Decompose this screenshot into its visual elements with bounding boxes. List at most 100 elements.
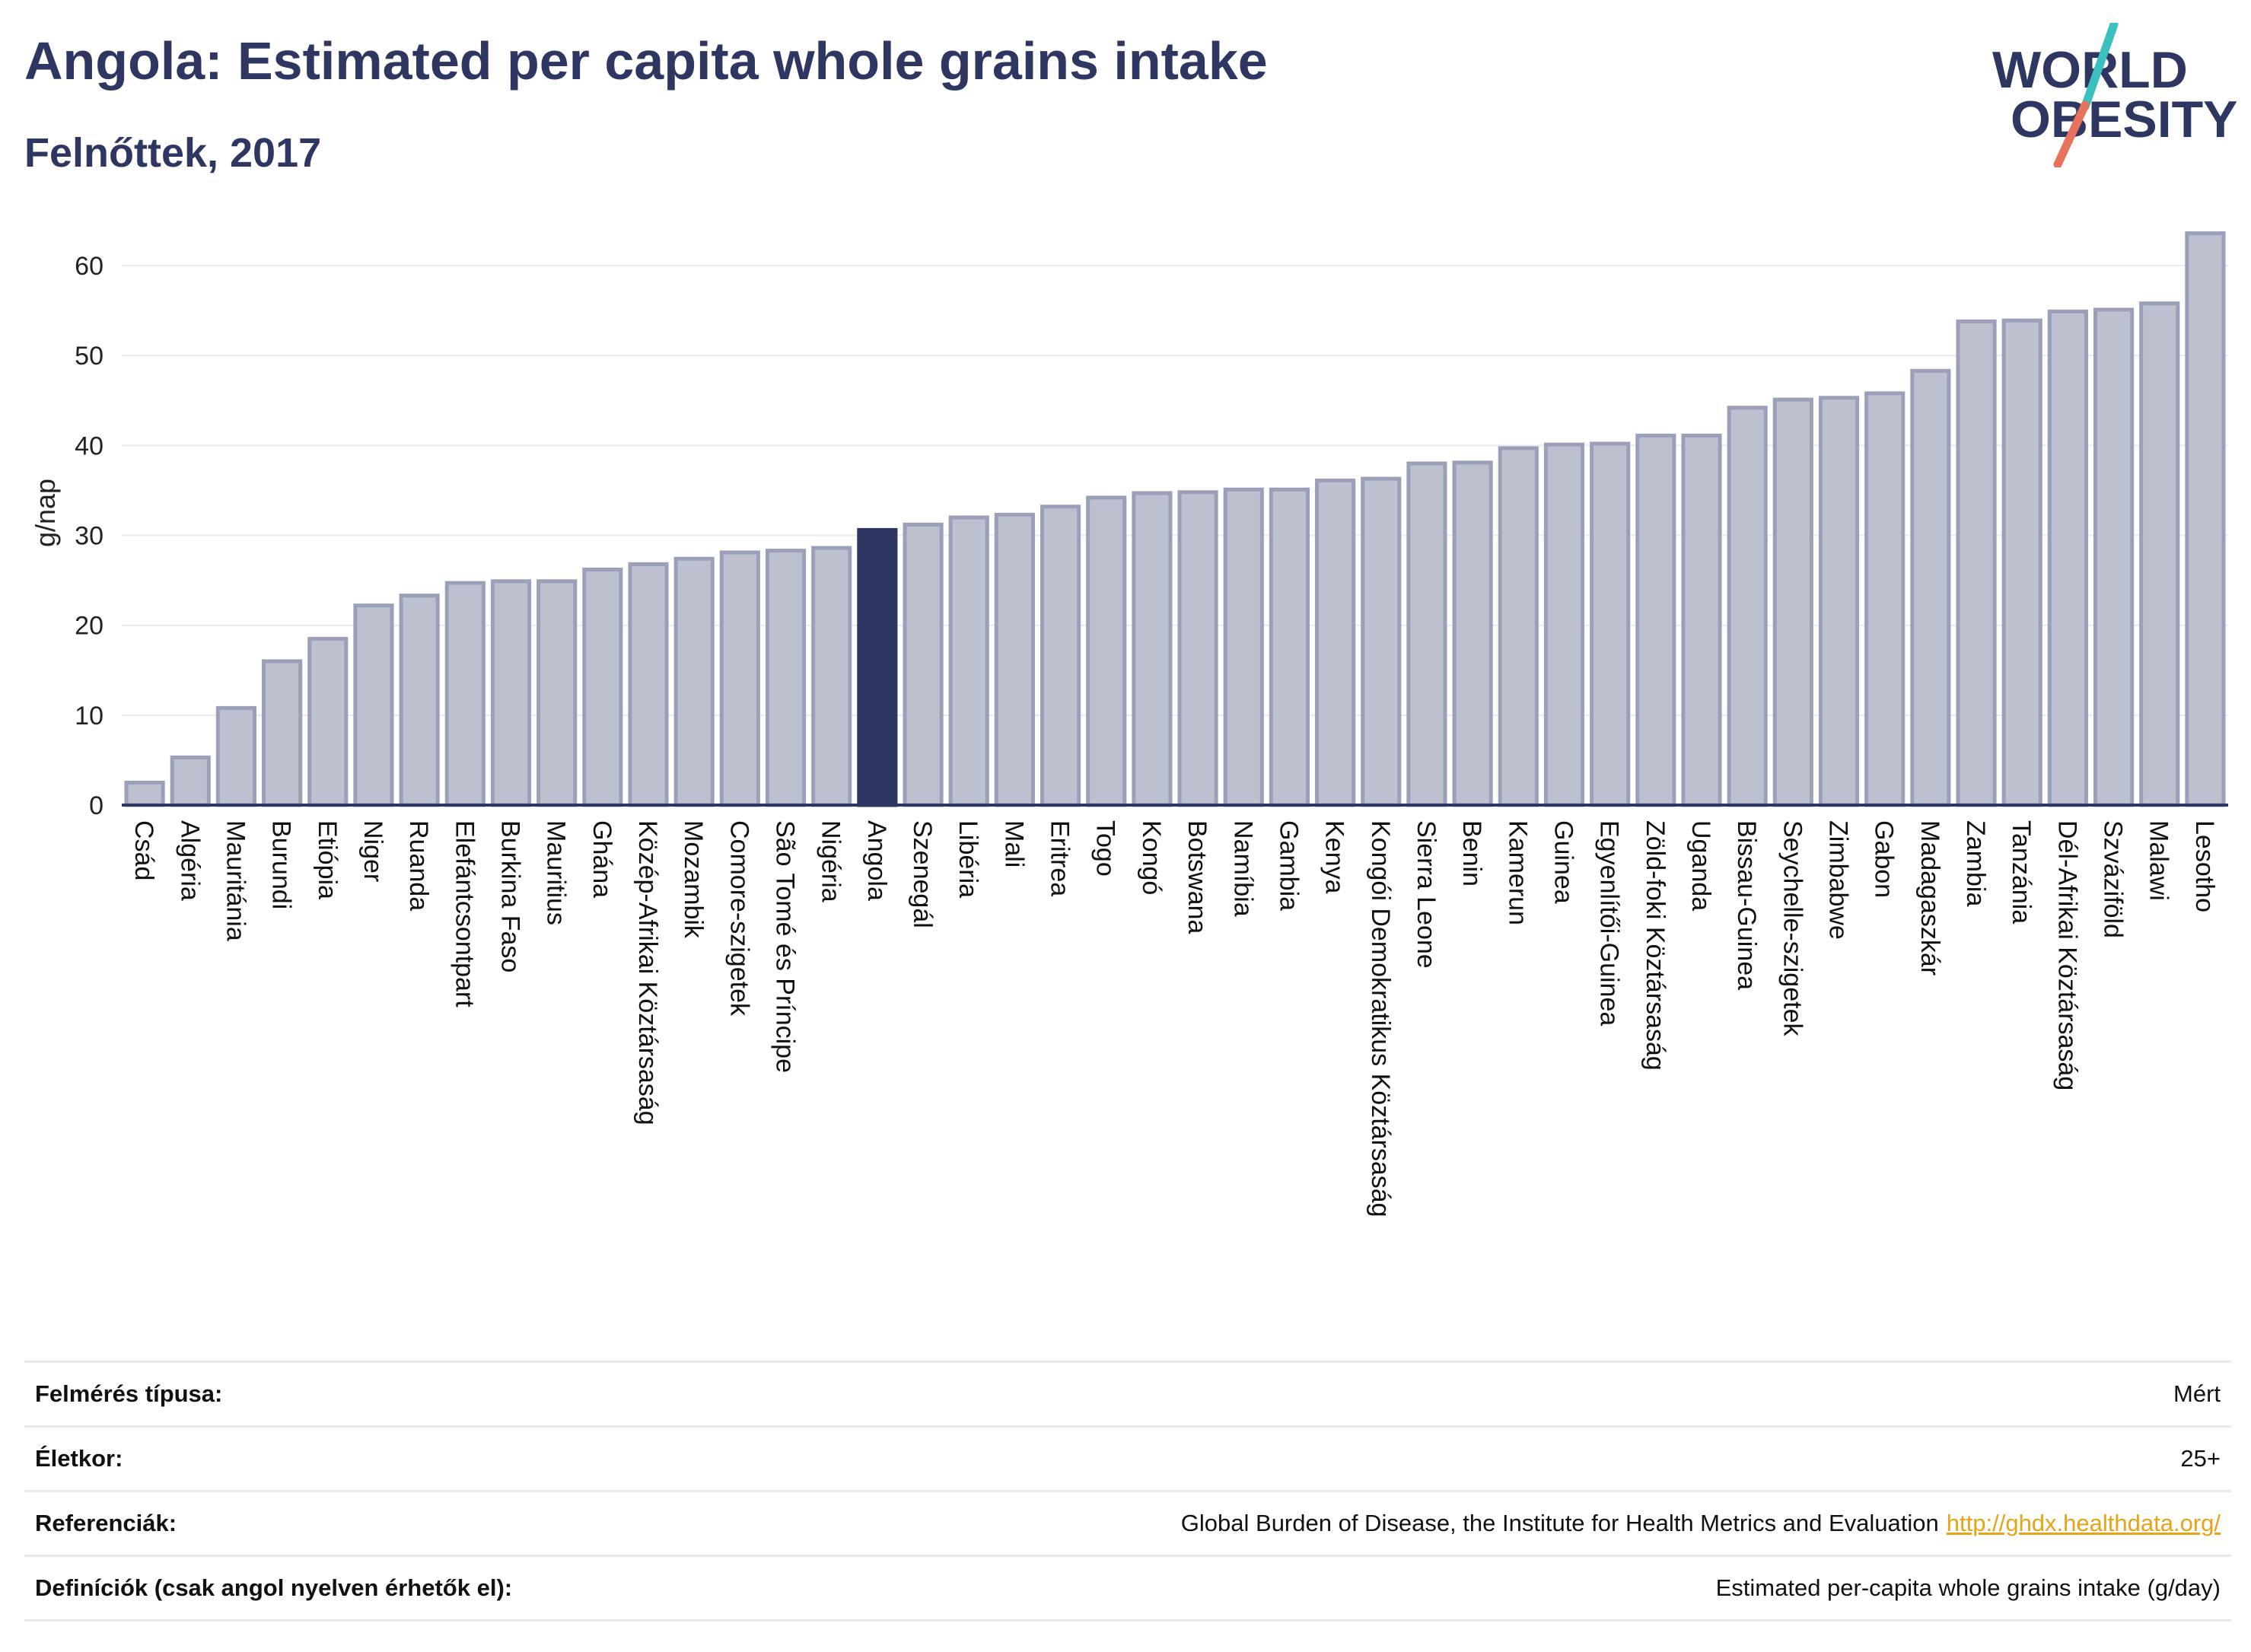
x-tick-label: Zambia <box>1961 820 1990 906</box>
info-row-survey-type: Felmérés típusa: Mért <box>24 1361 2231 1427</box>
x-tick-label: Kongói Demokratikus Köztársaság <box>1366 820 1395 1218</box>
y-axis-label: g/nap <box>30 479 61 547</box>
bar <box>1864 391 1906 807</box>
bar <box>262 659 303 807</box>
bar <box>2185 231 2226 807</box>
chart-title: Angola: Estimated per capita whole grain… <box>24 31 1268 91</box>
bar <box>444 581 486 807</box>
bar <box>215 705 257 807</box>
x-tick-label: Eritrea <box>1046 820 1075 896</box>
x-tick-label: Gambia <box>1274 820 1303 911</box>
bar <box>536 579 578 807</box>
x-tick-label: Csád <box>129 820 158 880</box>
world-obesity-logo: WORLD OBESITY <box>1992 23 2237 167</box>
bar <box>1727 406 1768 807</box>
info-value-cell: Global Burden of Disease, the Institute … <box>731 1490 2231 1556</box>
bar <box>124 780 165 807</box>
x-tick-label: Elefántcsontpart <box>450 820 479 1007</box>
x-tick-label: Angola <box>862 820 891 901</box>
bar <box>582 567 623 807</box>
bar <box>1223 487 1264 807</box>
x-tick-label: Gabon <box>1870 820 1899 898</box>
x-tick-label: Ruanda <box>404 820 433 911</box>
x-tick-label: Ghána <box>587 820 616 898</box>
bar <box>1543 442 1585 807</box>
bar <box>1177 490 1218 807</box>
bar <box>1132 491 1173 807</box>
x-tick-label: Mali <box>999 820 1028 867</box>
bar <box>1772 397 1813 807</box>
x-tick-label: Zöld-foki Köztársaság <box>1641 820 1670 1071</box>
x-tick-label: Botswana <box>1183 820 1211 934</box>
bar <box>1361 476 1402 807</box>
bar <box>1406 461 1447 807</box>
bar <box>1910 368 1951 807</box>
y-tick-label: 20 <box>75 612 103 641</box>
x-tick-label: Lesotho <box>2190 820 2219 912</box>
info-value: Estimated per-capita whole grains intake… <box>731 1555 2231 1622</box>
x-tick-label: Seychelle-szigetek <box>1778 820 1807 1036</box>
x-tick-label: Dél-Afrikai Köztársaság <box>2052 820 2081 1090</box>
chart-subtitle: Felnőttek, 2017 <box>24 130 322 176</box>
x-tick-label: Burkina Faso <box>495 820 524 972</box>
x-tick-label: Guinea <box>1549 820 1578 904</box>
x-tick-label: Bissau-Guinea <box>1732 820 1761 990</box>
x-tick-label: Mauritius <box>542 820 571 925</box>
x-tick-label: Etiópia <box>313 820 342 899</box>
info-value: Global Burden of Disease, the Institute … <box>1180 1510 1939 1536</box>
bar <box>1956 319 1997 807</box>
bar <box>1315 478 1356 807</box>
x-tick-label: Közép-Afrikai Köztársaság <box>633 820 662 1125</box>
bar <box>673 556 715 807</box>
bar <box>1635 433 1676 807</box>
x-tick-label: Szenegál <box>908 820 937 928</box>
info-label: Referenciák: <box>24 1490 731 1556</box>
x-tick-label: Malawi <box>2144 820 2173 901</box>
x-tick-label: São Tomé és Príncipe <box>771 820 800 1073</box>
y-tick-label: 50 <box>75 342 103 371</box>
x-tick-label: Comore-szigetek <box>724 820 753 1017</box>
info-label: Definíciók (csak angol nyelven érhetők e… <box>24 1555 731 1622</box>
y-tick-label: 10 <box>75 702 103 731</box>
x-tick-label: Kenya <box>1320 820 1349 893</box>
bar <box>1452 460 1493 807</box>
y-tick-label: 30 <box>75 522 103 551</box>
bar-chart: 0 10 20 30 40 50 60 g/nap Csád Algéria Mauritánia B… <box>30 231 2228 1218</box>
info-value: Mért <box>731 1361 2231 1427</box>
bar <box>994 512 1035 807</box>
reference-link[interactable]: http://ghdx.healthdata.org/ <box>1946 1510 2221 1536</box>
bar <box>1590 441 1631 807</box>
info-value: 25+ <box>731 1425 2231 1491</box>
x-tick-label: Madagaszkár <box>1915 820 1944 976</box>
bar <box>2093 307 2135 807</box>
info-label: Életkor: <box>24 1425 731 1491</box>
x-tick-label: Benin <box>1457 820 1486 886</box>
bar <box>628 562 669 807</box>
info-row-definitions: Definíciók (csak angol nyelven érhetők e… <box>24 1555 2231 1622</box>
bar <box>857 527 898 807</box>
bar <box>399 594 440 807</box>
y-tick-label: 0 <box>89 791 103 820</box>
bar <box>1498 446 1539 807</box>
bar <box>903 522 944 807</box>
bar <box>2001 318 2042 807</box>
x-tick-label: Tanzánia <box>2007 820 2036 924</box>
x-tick-label: Egyenlítői-Guinea <box>1595 820 1624 1026</box>
x-tick-label: Kamerun <box>1503 820 1532 925</box>
y-tick-label: 60 <box>75 252 103 281</box>
bar <box>719 550 760 807</box>
info-row-references: Referenciák: Global Burden of Disease, t… <box>24 1490 2231 1556</box>
x-tick-label: Kongó <box>1137 820 1166 895</box>
bar <box>170 755 211 807</box>
x-tick-label: Namíbia <box>1228 820 1257 917</box>
info-table: Felmérés típusa: Mért Életkor: 25+ Refer… <box>24 1361 2231 1622</box>
bar <box>490 579 532 807</box>
bar <box>1086 495 1127 807</box>
bar <box>811 546 852 807</box>
info-label: Felmérés típusa: <box>24 1361 731 1427</box>
x-tick-label: Uganda <box>1686 820 1715 911</box>
bar <box>1040 505 1081 807</box>
x-tick-label: Zimbabwe <box>1824 820 1853 940</box>
logo-slash-teal <box>2081 23 2119 111</box>
bar <box>2139 301 2180 807</box>
